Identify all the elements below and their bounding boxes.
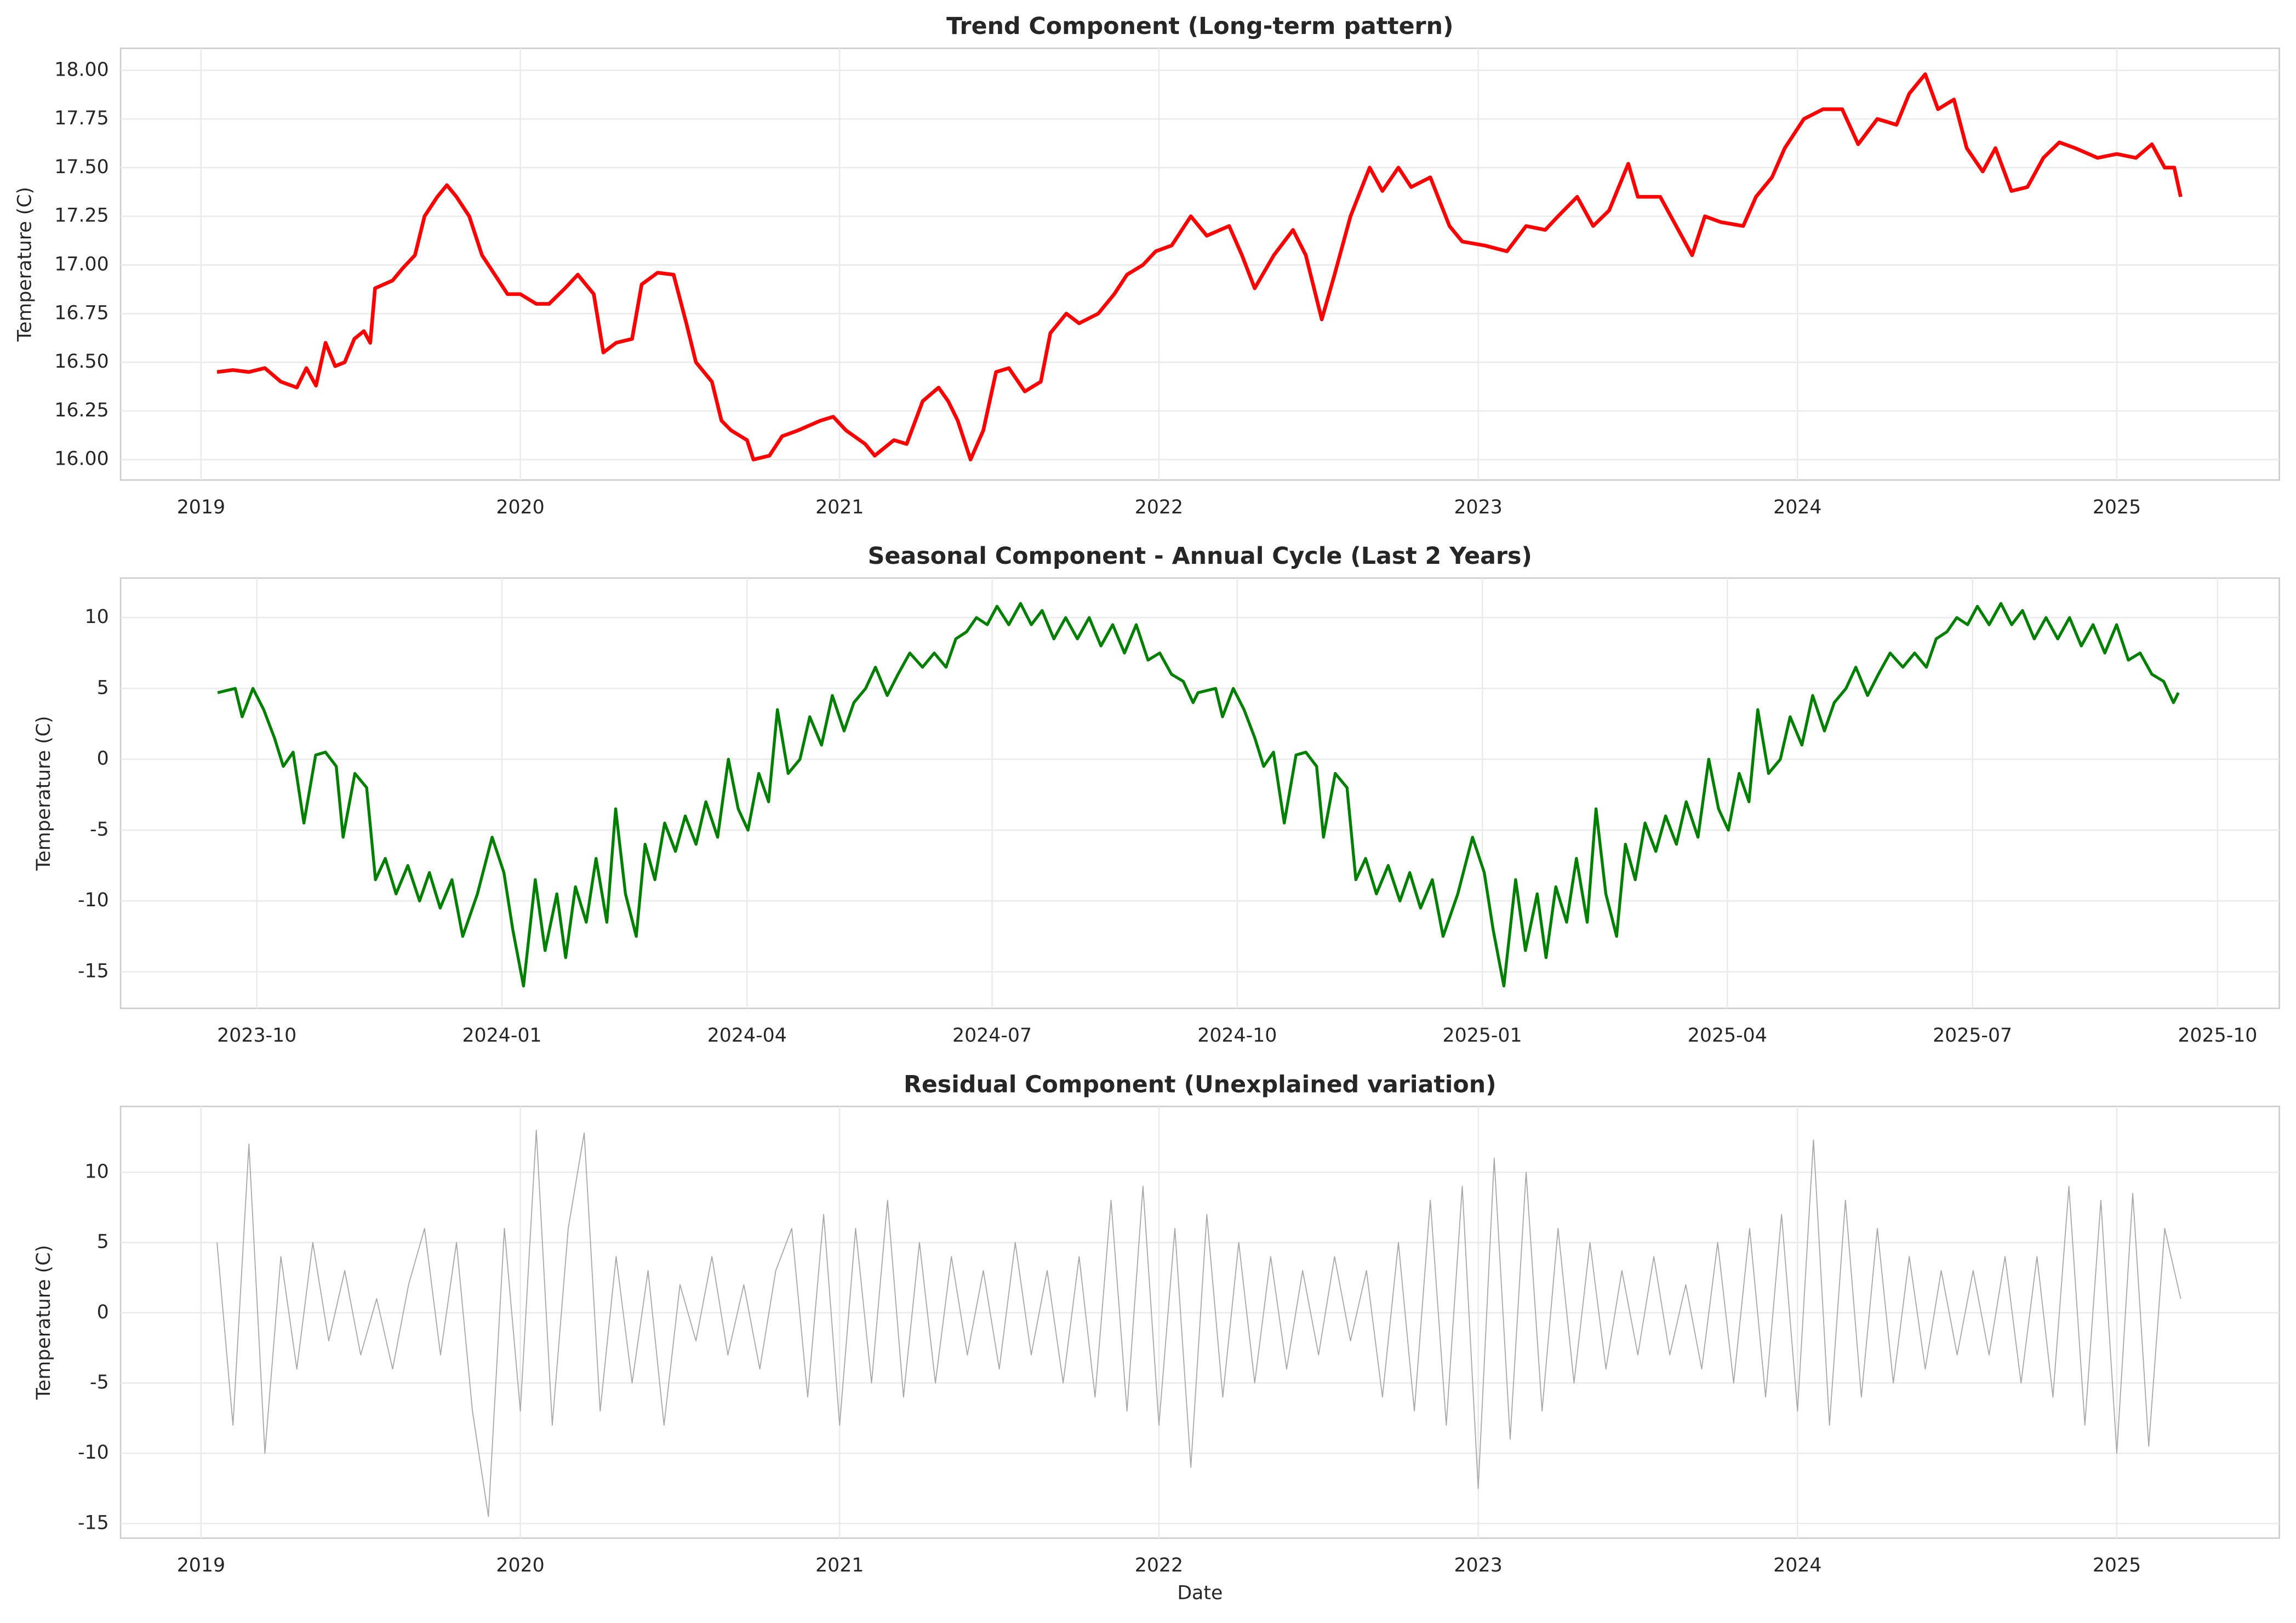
y-tick-label: 16.25 xyxy=(54,399,108,421)
x-tick-label: 2024 xyxy=(1773,496,1821,518)
y-tick-label: 16.00 xyxy=(54,448,108,470)
x-tick-label: 2024-01 xyxy=(462,1025,541,1047)
y-tick-label: -5 xyxy=(90,819,109,841)
data-line xyxy=(217,602,2180,988)
y-tick-label: -10 xyxy=(78,1442,109,1464)
y-tick-label: 10 xyxy=(84,606,108,628)
x-tick-label: 2022 xyxy=(1135,1555,1183,1576)
y-tick-label: 5 xyxy=(97,677,109,699)
x-tick-label: 2021 xyxy=(815,496,864,518)
y-tick-label: 17.50 xyxy=(54,156,108,178)
x-tick-label: 2019 xyxy=(177,496,225,518)
y-axis-label: Temperature (C) xyxy=(33,716,55,871)
x-tick-label: 2022 xyxy=(1135,496,1183,518)
y-tick-label: -5 xyxy=(90,1371,109,1393)
x-tick-label: 2024-04 xyxy=(707,1025,787,1047)
x-tick-label: 2025-10 xyxy=(2178,1025,2257,1047)
y-tick-label: -10 xyxy=(78,889,109,911)
y-tick-label: 17.75 xyxy=(54,107,108,129)
x-tick-label: 2020 xyxy=(496,496,544,518)
x-tick-label: 2025-07 xyxy=(1933,1025,2012,1047)
y-tick-label: -15 xyxy=(78,1512,109,1534)
chart-title: Residual Component (Unexplained variatio… xyxy=(904,1071,1497,1098)
y-axis-label: Temperature (C) xyxy=(14,187,36,342)
x-tick-label: 2025-04 xyxy=(1688,1025,1767,1047)
y-axis-label: Temperature (C) xyxy=(33,1245,55,1400)
y-tick-label: 16.50 xyxy=(54,351,108,373)
y-tick-label: 17.25 xyxy=(54,205,108,227)
y-tick-label: 0 xyxy=(97,748,109,770)
x-tick-label: 2025-01 xyxy=(1443,1025,1522,1047)
y-tick-label: 17.00 xyxy=(54,254,108,276)
data-line xyxy=(216,1129,2181,1517)
x-tick-label: 2024-10 xyxy=(1197,1025,1277,1047)
chart-title: Seasonal Component - Annual Cycle (Last … xyxy=(868,542,1532,570)
x-tick-label: 2023-10 xyxy=(217,1025,296,1047)
x-tick-label: 2023 xyxy=(1454,496,1502,518)
y-tick-label: 18.00 xyxy=(54,59,108,81)
x-tick-label: 2021 xyxy=(815,1555,864,1576)
x-tick-label: 2025 xyxy=(2093,1555,2141,1576)
x-tick-label: 2023 xyxy=(1454,1555,1502,1576)
x-axis-label: Date xyxy=(1177,1582,1223,1604)
x-tick-label: 2020 xyxy=(496,1555,544,1576)
plot-area xyxy=(119,47,2280,481)
y-tick-label: 16.75 xyxy=(54,302,108,324)
x-tick-label: 2024 xyxy=(1773,1555,1821,1576)
chart-title: Trend Component (Long-term pattern) xyxy=(946,13,1453,40)
x-tick-label: 2024-07 xyxy=(952,1025,1032,1047)
x-tick-label: 2025 xyxy=(2093,496,2141,518)
data-line xyxy=(216,72,2183,462)
y-tick-label: -15 xyxy=(78,961,109,982)
plot-area xyxy=(119,577,2280,1009)
y-tick-label: 5 xyxy=(97,1231,109,1253)
y-tick-label: 10 xyxy=(84,1161,108,1182)
x-tick-label: 2019 xyxy=(177,1555,225,1576)
y-tick-label: 0 xyxy=(97,1301,109,1323)
